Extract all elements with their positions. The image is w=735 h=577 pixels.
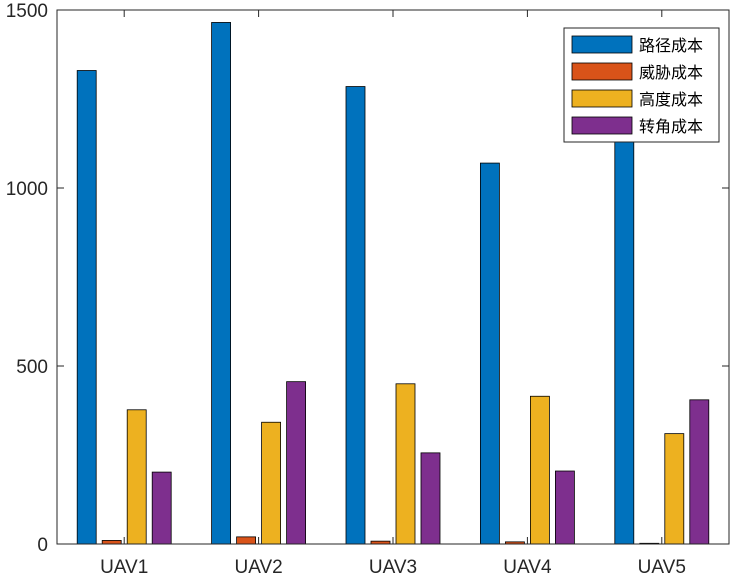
- bar-uav1-series-1: [76, 70, 97, 545]
- legend-label-4: 转角成本: [639, 117, 703, 136]
- legend-swatch-3: [571, 89, 633, 108]
- bar-uav4-series-1: [479, 162, 500, 545]
- x-tick-label-uav5: UAV5: [638, 557, 686, 577]
- bar-uav1-series-4: [151, 471, 172, 545]
- x-tick-label-uav4: UAV4: [503, 557, 552, 577]
- bar-uav2-series-2: [236, 536, 257, 545]
- bar-uav3-series-4: [420, 452, 441, 545]
- bar-uav5-series-4: [689, 399, 710, 545]
- y-tick-label-500: 500: [16, 357, 48, 378]
- legend-label-2: 威胁成本: [639, 63, 703, 82]
- bar-uav2-series-3: [261, 421, 282, 545]
- bar-uav2-series-4: [286, 381, 307, 545]
- x-tick-label-uav1: UAV1: [100, 557, 148, 577]
- y-tick-label-1000: 1000: [6, 179, 48, 200]
- x-tick-label-uav2: UAV2: [234, 557, 282, 577]
- x-tick-label-uav3: UAV3: [369, 557, 417, 577]
- bar-uav5-series-3: [664, 433, 685, 545]
- y-tick-label-0: 0: [37, 535, 48, 556]
- bar-uav2-series-1: [211, 22, 232, 545]
- axes-layer: 0 500 1000 1500 UAV1 UAV2 UAV3 UAV4 UAV5: [6, 1, 730, 577]
- y-tick-label-1500: 1500: [6, 1, 48, 22]
- legend-label-1: 路径成本: [639, 36, 703, 55]
- bar-uav1-series-3: [126, 409, 147, 545]
- legend-swatch-1: [571, 35, 633, 54]
- bar-uav3-series-3: [395, 383, 416, 545]
- bars-layer: [76, 22, 710, 545]
- bar-uav3-series-1: [345, 86, 366, 545]
- bar-uav1-series-2: [101, 540, 122, 545]
- bar-uav4-series-4: [555, 470, 575, 545]
- legend-swatch-4: [571, 116, 633, 135]
- bar-uav5-series-1: [614, 102, 635, 545]
- bar-uav4-series-3: [530, 395, 550, 545]
- legend-label-3: 高度成本: [639, 90, 703, 109]
- legend-swatch-2: [571, 62, 633, 81]
